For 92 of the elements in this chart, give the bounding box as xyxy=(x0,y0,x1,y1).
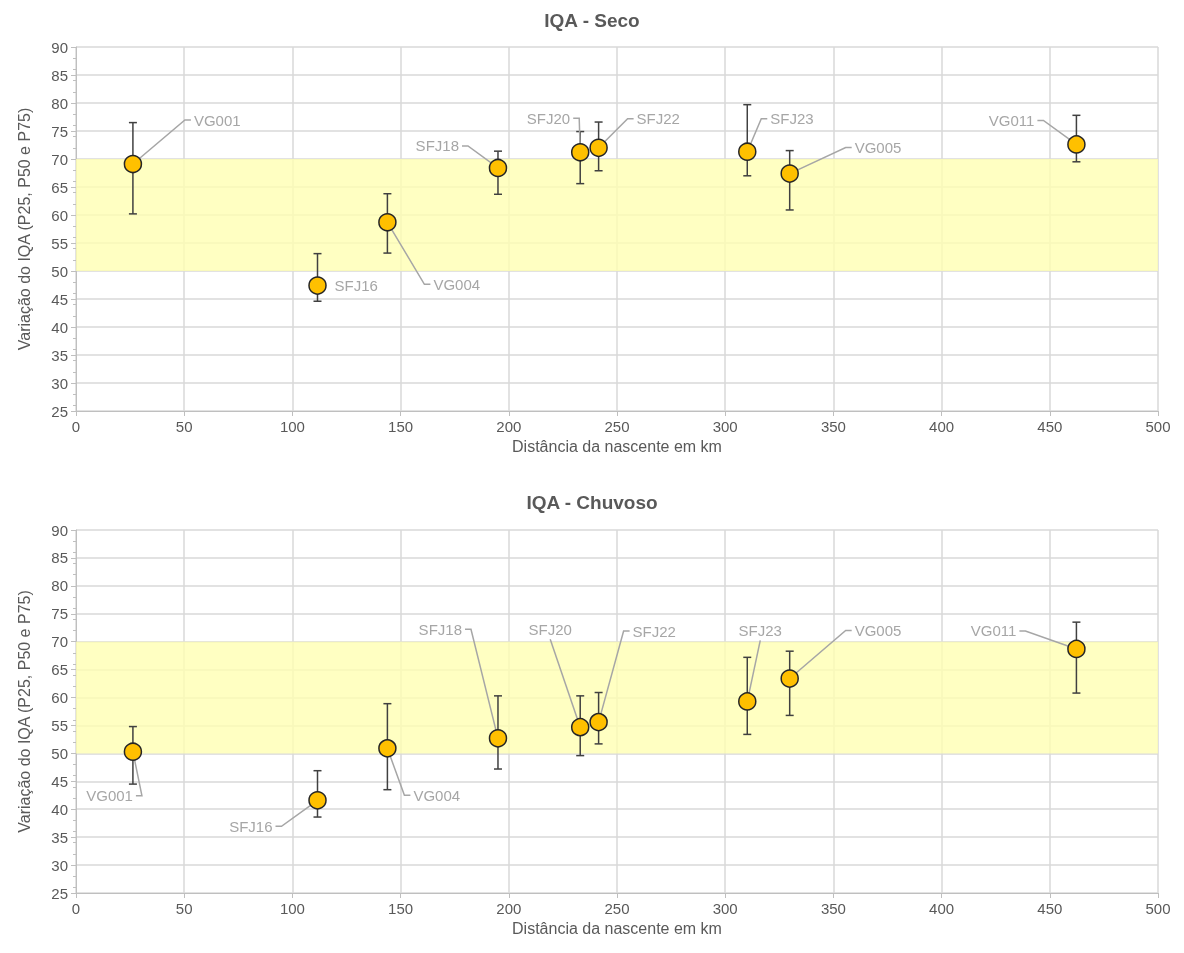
y-tick-label: 65 xyxy=(51,178,68,196)
annotation: VG005 xyxy=(854,139,902,157)
y-tick-label: 50 xyxy=(51,744,68,762)
x-tick-label: 500 xyxy=(1145,418,1171,435)
annotation: SFJ16 xyxy=(229,817,273,835)
x-tick-label: 350 xyxy=(820,418,846,435)
annotation: SFJ22 xyxy=(636,110,680,128)
point xyxy=(570,717,590,737)
annotation: VG004 xyxy=(433,275,481,293)
annotation: SFJ22 xyxy=(632,622,676,640)
x-tick-label: 150 xyxy=(388,418,414,435)
y-tick-label: 40 xyxy=(51,318,68,336)
y-tick-label: 85 xyxy=(51,549,68,567)
x-tick-label: 50 xyxy=(175,900,193,917)
point xyxy=(123,154,143,174)
point xyxy=(308,791,327,810)
annotation: SFJ18 xyxy=(418,620,462,638)
y-tick-label: 70 xyxy=(51,633,68,651)
x-tick-label: 500 xyxy=(1145,900,1171,917)
y-tick-label: 45 xyxy=(51,290,68,308)
y-tick-label: 80 xyxy=(51,94,68,112)
chart-title: IQA - Chuvoso xyxy=(526,492,658,513)
annotation: VG005 xyxy=(854,622,902,640)
y-tick-label: 55 xyxy=(51,234,68,252)
y-tick-label: 85 xyxy=(51,66,68,84)
x-tick-label: 250 xyxy=(604,900,630,917)
x-tick-label: 200 xyxy=(496,900,522,917)
x-tick-label: 200 xyxy=(496,418,522,435)
y-tick-label: 65 xyxy=(51,661,68,679)
x-axis-title: Distância da nascente em km xyxy=(512,920,722,938)
annotation: SFJ23 xyxy=(738,621,782,639)
y-tick-label: 90 xyxy=(51,521,68,539)
annotation: VG011 xyxy=(970,622,1017,640)
annotation: SFJ16 xyxy=(334,277,378,295)
x-tick-label: 100 xyxy=(279,900,305,917)
x-tick-label: 350 xyxy=(820,900,846,917)
y-tick-label: 40 xyxy=(51,800,68,818)
x-tick-label: 50 xyxy=(175,418,193,435)
chart-title: IQA - Seco xyxy=(544,10,640,31)
y-tick-label: 30 xyxy=(51,856,68,874)
x-tick-label: 0 xyxy=(71,900,81,917)
y-tick-label: 80 xyxy=(51,577,68,595)
point xyxy=(589,138,608,158)
y-tick-label: 25 xyxy=(51,884,68,902)
point xyxy=(589,712,608,732)
annotation: VG001 xyxy=(193,111,241,129)
x-tick-label: 150 xyxy=(388,900,414,917)
x-tick-label: 0 xyxy=(71,418,81,435)
y-tick-label: 60 xyxy=(51,206,68,224)
x-tick-label: 250 xyxy=(604,418,630,435)
x-tick-label: 400 xyxy=(929,900,955,917)
point xyxy=(780,669,799,688)
y-tick-label: 25 xyxy=(51,402,68,420)
annotation: VG004 xyxy=(413,786,461,804)
annotation: SFJ23 xyxy=(770,110,814,128)
y-tick-label: 45 xyxy=(51,772,68,790)
y-tick-label: 35 xyxy=(51,828,68,846)
y-tick-label: 35 xyxy=(51,346,68,364)
point xyxy=(488,729,508,748)
x-tick-label: 300 xyxy=(712,900,738,917)
annotation: SFJ20 xyxy=(528,620,572,638)
point xyxy=(123,742,143,761)
point xyxy=(738,692,757,711)
point xyxy=(378,213,397,232)
y-tick-label: 60 xyxy=(51,689,68,707)
y-axis-title: Variação do IQA (P25, P50 e P75) xyxy=(15,107,33,351)
point xyxy=(308,276,327,295)
y-tick-label: 70 xyxy=(51,150,68,168)
annotation: SFJ18 xyxy=(415,137,459,155)
annotation: VG011 xyxy=(988,111,1035,129)
x-tick-label: 400 xyxy=(929,418,955,435)
y-axis-title: Variação do IQA (P25, P50 e P75) xyxy=(15,590,33,833)
y-tick-label: 30 xyxy=(51,374,68,392)
y-tick-label: 75 xyxy=(51,605,68,623)
x-tick-label: 100 xyxy=(279,418,305,435)
y-tick-label: 90 xyxy=(51,38,68,56)
y-tick-label: 75 xyxy=(51,122,68,140)
point xyxy=(570,143,590,162)
annotation: SFJ20 xyxy=(526,109,571,127)
point xyxy=(378,739,397,758)
x-tick-label: 450 xyxy=(1037,900,1063,917)
annotation: VG001 xyxy=(86,787,133,805)
y-tick-label: 50 xyxy=(51,262,68,280)
point xyxy=(488,158,508,178)
point xyxy=(780,164,799,183)
point xyxy=(1067,639,1086,659)
y-tick-label: 55 xyxy=(51,716,68,734)
point xyxy=(738,142,757,161)
x-tick-label: 300 xyxy=(712,418,738,435)
point xyxy=(1067,135,1086,154)
x-tick-label: 450 xyxy=(1037,418,1063,435)
x-axis-title: Distância da nascente em km xyxy=(512,438,722,456)
